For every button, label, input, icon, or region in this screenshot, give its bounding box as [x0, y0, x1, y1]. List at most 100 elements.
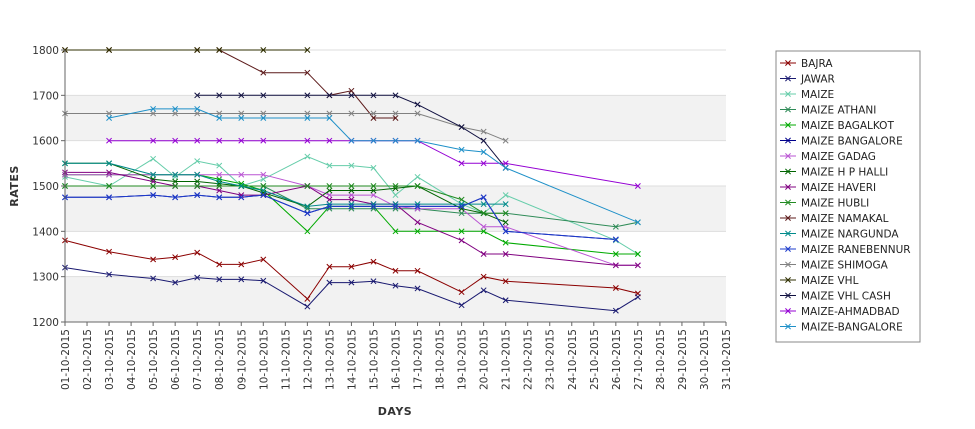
y-axis-title: RATES — [8, 165, 21, 207]
legend-swatch-marker — [785, 75, 791, 82]
data-point-marker — [458, 124, 465, 131]
legend-entry-label: MAIZE BAGALKOT — [801, 120, 894, 132]
x-tick-label: 28-10-2015 — [655, 329, 667, 390]
data-point-marker — [414, 110, 421, 117]
data-point-marker — [260, 256, 267, 263]
x-tick-label: 12-10-2015 — [302, 329, 314, 390]
x-tick-label: 21-10-2015 — [501, 329, 513, 390]
plot-band — [65, 140, 726, 186]
data-point-marker — [392, 92, 399, 99]
data-point-marker — [304, 183, 311, 189]
data-point-marker — [260, 115, 267, 121]
x-tick-label: 26-10-2015 — [611, 329, 623, 390]
data-point-marker — [194, 274, 201, 281]
data-point-marker — [150, 110, 157, 117]
data-point-marker — [502, 239, 509, 246]
data-point-marker — [458, 196, 465, 203]
series-line-maize-ranebennur — [65, 194, 616, 240]
data-point-marker — [370, 183, 377, 189]
data-point-marker — [612, 237, 619, 244]
data-point-marker — [260, 47, 267, 53]
data-point-marker — [370, 164, 377, 171]
data-point-marker — [150, 155, 157, 162]
data-point-marker — [216, 276, 223, 283]
legend-swatch-marker — [785, 292, 791, 299]
data-point-marker — [304, 47, 311, 53]
data-point-marker — [480, 251, 487, 257]
data-point-marker — [502, 228, 509, 235]
data-point-marker — [392, 205, 399, 212]
series-markers — [62, 47, 641, 314]
data-point-marker — [634, 294, 641, 301]
data-point-marker — [216, 92, 223, 99]
legend-entry-label: MAIZE VHL — [801, 275, 859, 287]
data-point-marker — [172, 171, 179, 178]
legend-swatch-marker — [785, 199, 791, 206]
data-point-marker — [370, 137, 377, 144]
data-point-marker — [348, 201, 355, 208]
x-tick-label: 29-10-2015 — [677, 329, 689, 390]
legend-swatch-marker — [785, 184, 791, 190]
data-point-marker — [370, 115, 377, 121]
data-point-marker — [612, 251, 619, 257]
data-point-marker — [480, 273, 487, 280]
y-tick-label: 1600 — [32, 136, 59, 148]
x-tick-label: 31-10-2015 — [721, 329, 733, 390]
data-point-marker — [216, 115, 223, 121]
legend-entry-label: MAIZE NARGUNDA — [801, 229, 899, 241]
data-point-marker — [326, 162, 333, 169]
data-point-marker — [260, 277, 267, 284]
y-tick-label: 1200 — [32, 317, 59, 329]
legend-swatch-marker — [785, 215, 791, 221]
legend-entry-label: JAWAR — [800, 74, 835, 86]
plot-band — [65, 276, 726, 322]
legend-entry-label: MAIZE-AHMADBAD — [801, 306, 900, 318]
data-point-marker — [348, 87, 355, 94]
data-point-marker — [172, 194, 179, 201]
legend-swatch-marker — [785, 168, 791, 175]
data-point-marker — [370, 258, 377, 265]
data-point-marker — [172, 137, 179, 144]
legend-swatch-marker — [785, 277, 791, 283]
data-point-marker — [216, 261, 223, 268]
legend-entry-label: MAIZE — [801, 89, 834, 101]
x-tick-label: 18-10-2015 — [435, 329, 447, 390]
data-point-marker — [194, 192, 201, 199]
data-point-marker — [260, 189, 267, 196]
data-point-marker — [238, 137, 245, 144]
data-point-marker — [458, 289, 465, 296]
x-tick-label: 24-10-2015 — [567, 329, 579, 390]
data-point-marker — [260, 92, 267, 99]
x-tick-label: 08-10-2015 — [214, 329, 226, 390]
data-point-marker — [260, 187, 267, 194]
data-point-marker — [238, 192, 245, 199]
data-point-marker — [348, 162, 355, 169]
legend-swatch-marker — [785, 106, 791, 113]
legend-entry-label: MAIZE NAMAKAL — [801, 213, 889, 225]
data-point-marker — [348, 183, 355, 189]
data-point-marker — [304, 203, 311, 210]
data-point-marker — [480, 137, 487, 144]
data-point-marker — [106, 47, 113, 53]
data-point-marker — [326, 201, 333, 208]
data-point-marker — [612, 262, 619, 269]
legend-swatch-marker — [785, 153, 791, 159]
data-point-marker — [414, 205, 421, 212]
data-point-marker — [414, 137, 421, 144]
data-point-marker — [480, 287, 487, 294]
data-point-marker — [150, 178, 157, 185]
data-point-marker — [150, 176, 157, 183]
legend-entry-label: MAIZE HUBLI — [801, 198, 869, 210]
data-point-marker — [150, 137, 157, 144]
legend-entry-label: MAIZE GADAG — [801, 151, 876, 163]
data-point-marker — [326, 187, 333, 194]
data-point-marker — [502, 219, 509, 226]
data-point-marker — [458, 146, 465, 153]
data-point-marker — [392, 185, 399, 192]
data-point-marker — [392, 228, 399, 235]
data-point-marker — [304, 69, 311, 76]
data-point-marker — [194, 158, 201, 165]
data-point-marker — [194, 137, 201, 144]
data-point-marker — [304, 153, 311, 160]
